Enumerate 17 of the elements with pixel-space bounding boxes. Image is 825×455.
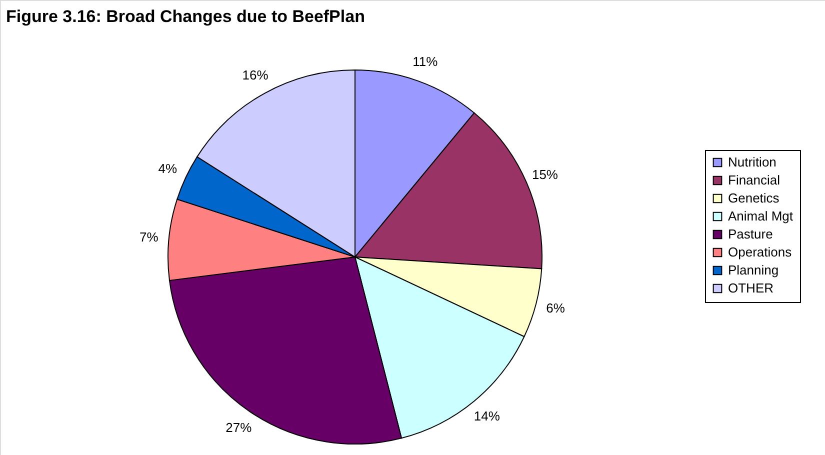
- legend-label: Nutrition: [728, 154, 776, 170]
- data-label: 7%: [140, 230, 159, 245]
- legend-label: Financial: [728, 172, 780, 188]
- data-label: 15%: [532, 166, 558, 182]
- data-label: 11%: [412, 54, 438, 70]
- data-label: 14%: [474, 408, 500, 424]
- legend-label: Animal Mgt: [728, 208, 794, 224]
- data-label: 6%: [546, 300, 566, 316]
- legend-label: Pasture: [728, 226, 773, 242]
- legend-label: Planning: [728, 262, 779, 278]
- data-label: 16%: [242, 68, 269, 83]
- legend-label: OTHER: [728, 280, 774, 296]
- legend-label: Genetics: [728, 190, 780, 206]
- chart-title: Figure 3.16: Broad Changes due to BeefPlan: [6, 7, 365, 26]
- legend-label: Operations: [728, 244, 792, 260]
- data-label: 4%: [158, 160, 178, 176]
- data-label: 27%: [226, 420, 252, 436]
